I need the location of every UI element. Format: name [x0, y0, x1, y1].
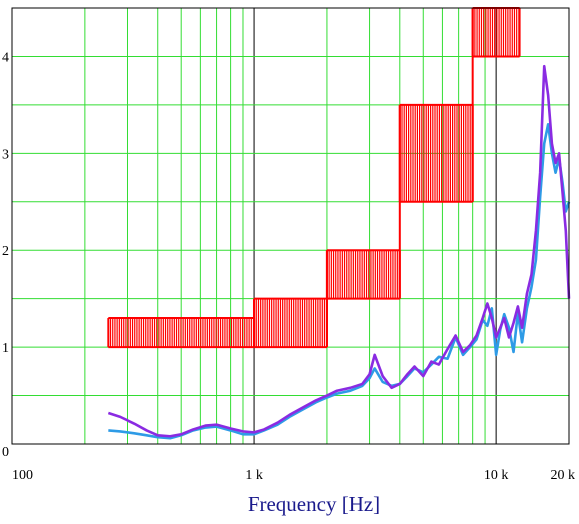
y-tick-label: 2 — [2, 244, 9, 259]
x-axis-label: Frequency [Hz] — [248, 492, 380, 516]
tolerance-bands — [107, 7, 521, 349]
plot-frame — [11, 7, 570, 445]
tick-labels: 100 1 k 10 k 20 k 0 1 2 3 4 — [2, 50, 575, 483]
series-lines — [107, 64, 571, 440]
tolerance-band — [398, 103, 474, 203]
x-tick-label: 20 k — [551, 468, 576, 483]
x-tick-label: 1 k — [245, 468, 263, 483]
y-tick-label: 0 — [2, 445, 9, 460]
series-line-2 — [107, 64, 571, 438]
y-tick-label: 3 — [2, 147, 9, 162]
x-tick-label: 100 — [12, 468, 33, 483]
tolerance-band — [325, 249, 401, 300]
series-line-1 — [108, 122, 571, 440]
y-tick-label: 1 — [2, 341, 9, 356]
grid-lines — [12, 8, 570, 444]
x-tick-label: 10 k — [484, 468, 509, 483]
y-tick-label: 4 — [2, 50, 9, 65]
tolerance-band — [107, 317, 256, 349]
